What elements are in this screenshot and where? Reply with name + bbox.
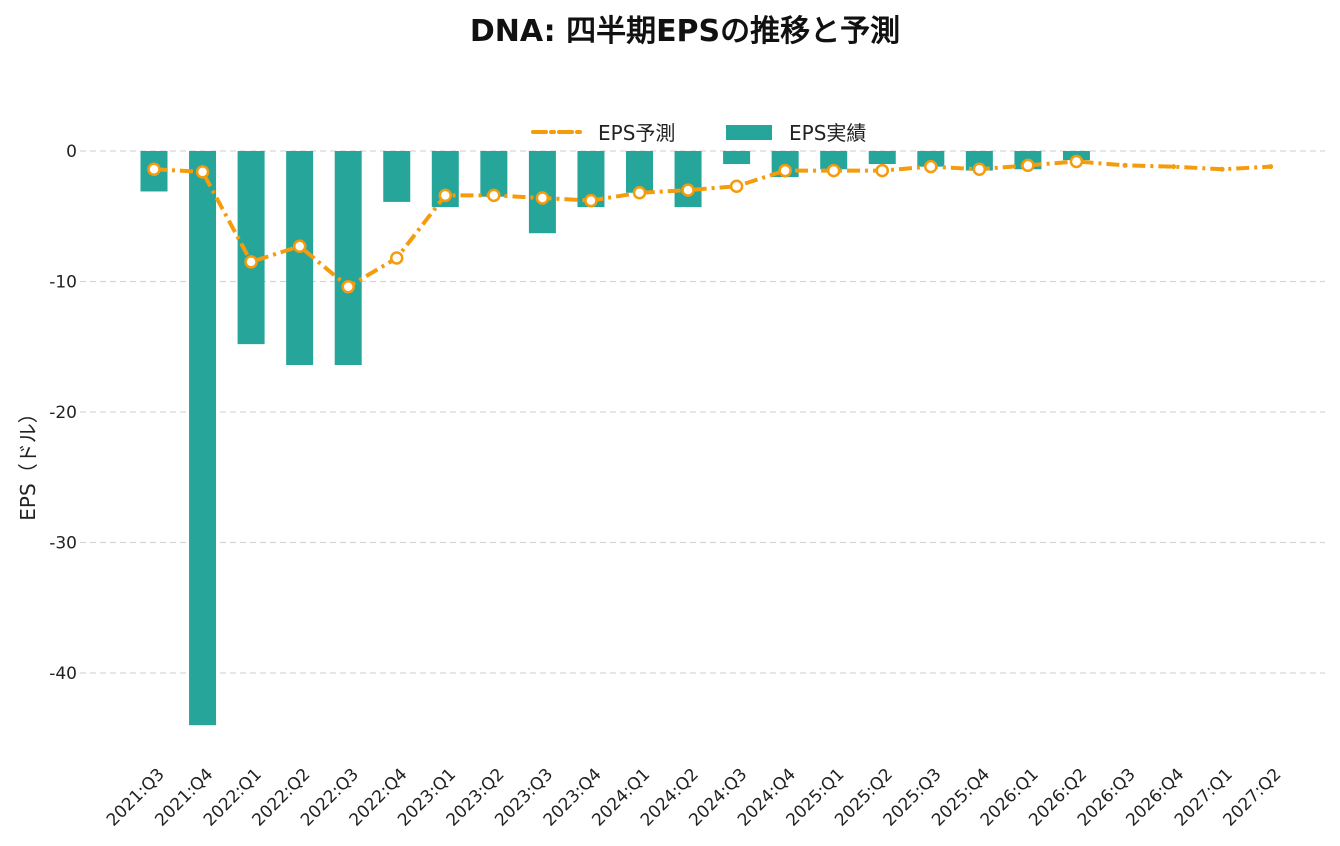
eps-forecast-point <box>535 191 550 205</box>
y-tick-label: -10 <box>49 273 77 293</box>
eps-actual-bar <box>965 151 993 171</box>
line-series <box>147 154 1274 294</box>
eps-forecast-point <box>1122 162 1128 168</box>
eps-forecast-point <box>729 179 744 193</box>
eps-forecast-point <box>826 163 841 178</box>
legend: EPS予測 EPS実績 <box>531 121 866 145</box>
eps-actual-bar <box>917 151 945 167</box>
eps-forecast-point <box>487 188 501 203</box>
eps-actual-bar <box>723 151 751 165</box>
eps-forecast-point <box>244 255 258 269</box>
bar-series <box>140 151 1090 726</box>
eps-forecast-point <box>875 163 889 178</box>
y-tick-label: -40 <box>49 664 77 684</box>
eps-actual-bar <box>383 151 411 202</box>
eps-forecast-point <box>147 162 161 177</box>
eps-actual-bar <box>334 151 362 366</box>
eps-forecast-point <box>341 279 355 294</box>
eps-forecast-point <box>632 186 647 200</box>
eps-forecast-point <box>1171 164 1177 170</box>
eps-forecast-point <box>195 165 210 179</box>
legend-label-forecast: EPS予測 <box>598 121 675 145</box>
y-tick-label: -20 <box>49 403 77 423</box>
y-tick-labels: 0 -10 -20 -30 -40 <box>49 142 77 684</box>
grid-lines <box>80 150 1325 674</box>
legend-label-actual: EPS実績 <box>789 121 866 145</box>
eps-forecast-point <box>1219 166 1225 172</box>
eps-forecast-point <box>1069 154 1084 169</box>
eps-forecast-point <box>778 163 792 178</box>
eps-actual-bar <box>820 151 848 170</box>
y-tick-label: 0 <box>66 142 77 162</box>
y-axis-label: EPS（ドル） <box>16 403 40 520</box>
eps-forecast-point <box>1021 158 1035 173</box>
eps-forecast-point <box>1268 164 1274 170</box>
eps-actual-bar <box>868 151 896 165</box>
eps-forecast-point <box>972 162 987 177</box>
eps-actual-bar <box>674 151 702 208</box>
legend-bar-swatch <box>726 125 772 140</box>
eps-forecast-point <box>390 251 404 265</box>
chart-title: DNA: 四半期EPSの推移と予測 <box>470 14 900 49</box>
eps-forecast-line <box>153 159 1271 289</box>
eps-forecast-point <box>924 159 938 174</box>
eps-forecast-point <box>438 188 453 203</box>
y-tick-label: -30 <box>49 534 77 554</box>
x-tick-labels: 2021:Q32021:Q42022:Q12022:Q22022:Q32022:… <box>103 765 1286 831</box>
eps-actual-bar <box>626 151 653 193</box>
eps-forecast-point <box>584 193 598 208</box>
eps-forecast-point <box>292 239 307 254</box>
eps-actual-bar <box>286 151 314 366</box>
eps-actual-bar <box>189 151 217 726</box>
eps-forecast-point <box>681 183 695 197</box>
